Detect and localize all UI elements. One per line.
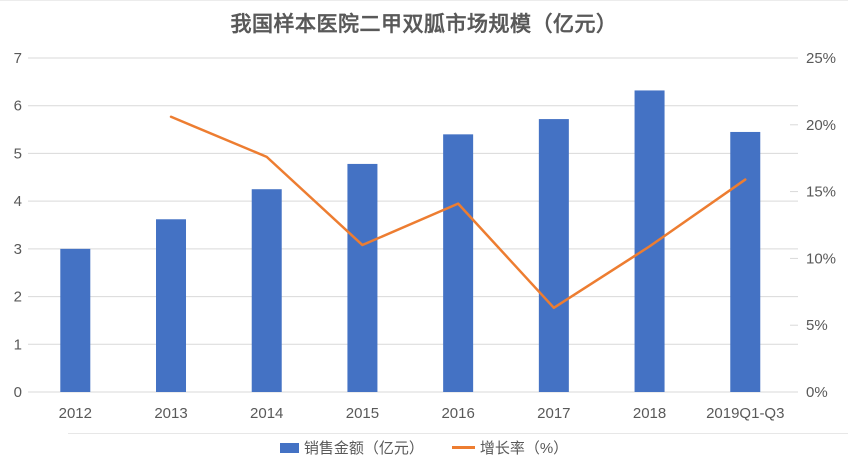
y-axis-left-label: 2	[14, 289, 22, 306]
legend-item-growth: 增长率（%）	[451, 437, 569, 458]
x-axis-label-2017: 2017	[537, 405, 570, 422]
x-axis-label-2014: 2014	[250, 405, 283, 422]
legend-item-sales: 销售金额（亿元）	[279, 437, 424, 458]
y-axis-right-label: 20%	[806, 117, 836, 134]
line-series-label: 增长率（%）	[479, 440, 569, 457]
bar-series-label: 销售金额（亿元）	[303, 440, 424, 457]
x-axis-label-2012: 2012	[59, 405, 92, 422]
bar-2014	[251, 189, 282, 392]
y-axis-right-label: 25%	[806, 50, 836, 67]
x-axis-label-2019Q1-Q3: 2019Q1-Q3	[706, 405, 784, 422]
y-axis-right-label: 0%	[806, 384, 828, 401]
y-axis-left-label: 6	[14, 98, 22, 115]
bar-2013	[156, 219, 187, 392]
y-axis-right-label: 5%	[806, 317, 828, 334]
x-axis-label-2015: 2015	[346, 405, 379, 422]
y-axis-left-label: 5	[14, 145, 22, 162]
y-axis-right-label: 10%	[806, 250, 836, 267]
bar-2019Q1-Q3	[730, 131, 761, 392]
bar-series-swatch-icon	[279, 442, 299, 453]
x-axis-label-2018: 2018	[633, 405, 666, 422]
y-axis-left-label: 3	[14, 241, 22, 258]
y-axis-left-label: 1	[14, 336, 22, 353]
y-axis-right-label: 15%	[806, 184, 836, 201]
y-axis-left-label: 4	[14, 193, 22, 210]
legend: 销售金额（亿元） 增长率（%）	[0, 437, 848, 458]
y-axis-left-label: 7	[14, 50, 22, 67]
bar-2015	[347, 163, 378, 392]
line-series-swatch-icon	[451, 446, 475, 449]
y-axis-left-label: 0	[14, 384, 22, 401]
bar-2018	[634, 90, 665, 393]
growth-rate-line	[169, 115, 747, 310]
bar-2012	[60, 248, 91, 392]
x-axis-label-2016: 2016	[441, 405, 474, 422]
bottom-divider	[68, 433, 848, 434]
bar-2017	[538, 119, 569, 393]
chart-title: 我国样本医院二甲双胍市场规模（亿元）	[230, 13, 618, 36]
x-axis-label-2013: 2013	[154, 405, 187, 422]
bar-2016	[443, 134, 474, 393]
